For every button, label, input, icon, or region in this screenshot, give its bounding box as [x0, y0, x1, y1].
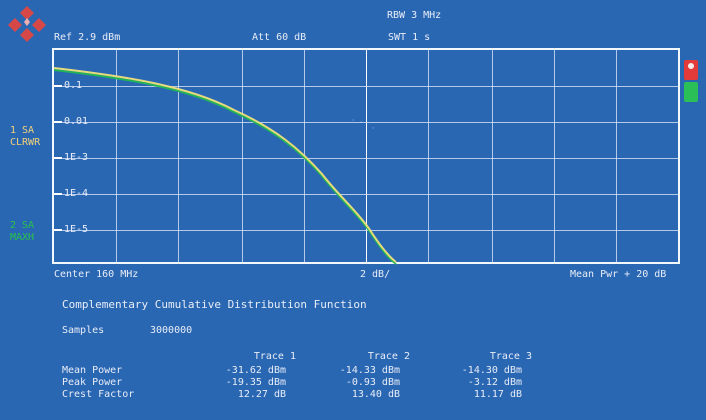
- crest-factor-trace2: 13.40 dB: [351, 389, 400, 400]
- ytick-label: 0.1: [64, 80, 83, 91]
- div-label: 2 dB/: [360, 269, 391, 280]
- mean-power-offset-label: Mean Pwr + 20 dB: [570, 269, 667, 280]
- ccdf-plot[interactable]: 0.1 0.01 1E-3 1E-4 1E-5: [52, 48, 680, 265]
- grid-hline: [54, 122, 678, 123]
- peak-power-trace1: -19.35 dBm: [225, 377, 286, 388]
- trace-yellow: [54, 67, 397, 263]
- grid-vline: [616, 50, 617, 262]
- grid-hline: [54, 230, 678, 231]
- crest-factor-trace1: 12.27 dB: [237, 389, 286, 400]
- sweep-time-label: SWT 1 s: [388, 32, 431, 43]
- peak-power-trace2: -0.93 dBm: [345, 377, 400, 388]
- grid-vline: [492, 50, 493, 262]
- samples-label: Samples: [62, 325, 105, 336]
- mean-power-trace2: -14.33 dBm: [339, 365, 400, 376]
- grid-vline: [242, 50, 243, 262]
- rbw-label: RBW 3 MHz: [387, 10, 442, 21]
- peak-power-trace3: -3.12 dBm: [467, 377, 522, 388]
- grid-hline: [54, 158, 678, 159]
- trace1-label-b: CLRWR: [10, 137, 41, 148]
- ref-level-label: Ref 2.9 dBm: [54, 32, 121, 43]
- marker-red-icon[interactable]: [684, 60, 698, 80]
- crest-factor-trace3: 11.17 dB: [473, 389, 522, 400]
- mean-power-trace3: -14.30 dBm: [461, 365, 522, 376]
- mean-power-trace1: -31.62 dBm: [225, 365, 286, 376]
- center-frequency-label: Center 160 MHz: [54, 269, 139, 280]
- trace1-label-a: 1 SA: [10, 125, 35, 136]
- trace-green: [54, 69, 397, 265]
- trace2-label-b: MAXH: [10, 232, 35, 243]
- ytick-label: 0.01: [64, 116, 89, 127]
- ytick: [54, 193, 62, 195]
- grid-vline-center: [366, 50, 367, 262]
- trace-speckles: [352, 119, 374, 129]
- row-label-crest-factor: Crest Factor: [62, 389, 135, 400]
- ccdf-info-panel: Complementary Cumulative Distribution Fu…: [0, 268, 706, 420]
- trace2-label-a: 2 SA: [10, 220, 35, 231]
- trace1-header: Trace 1: [253, 351, 296, 362]
- attenuation-label: Att 60 dB: [252, 32, 307, 43]
- ytick: [54, 229, 62, 231]
- panel-title: Complementary Cumulative Distribution Fu…: [62, 298, 367, 311]
- ytick: [54, 121, 62, 123]
- grid-vline: [554, 50, 555, 262]
- grid-vline: [116, 50, 117, 262]
- grid-vline: [178, 50, 179, 262]
- trace3-header: Trace 3: [489, 351, 532, 362]
- ytick-label: 1E-4: [64, 188, 89, 199]
- trace2-header: Trace 2: [367, 351, 410, 362]
- row-label-mean-power: Mean Power: [62, 365, 123, 376]
- grid-vline: [428, 50, 429, 262]
- ccdf-traces: [54, 67, 397, 265]
- ytick-label: 1E-5: [64, 224, 89, 235]
- logo-icon: [8, 6, 46, 42]
- ytick: [54, 157, 62, 159]
- row-label-peak-power: Peak Power: [62, 377, 123, 388]
- marker-red-glyph: [688, 63, 694, 69]
- grid-hline: [54, 194, 678, 195]
- marker-green-icon[interactable]: [684, 82, 698, 102]
- ytick-label: 1E-3: [64, 152, 89, 163]
- ytick: [54, 85, 62, 87]
- samples-value: 3000000: [150, 325, 193, 336]
- grid-hline: [54, 86, 678, 87]
